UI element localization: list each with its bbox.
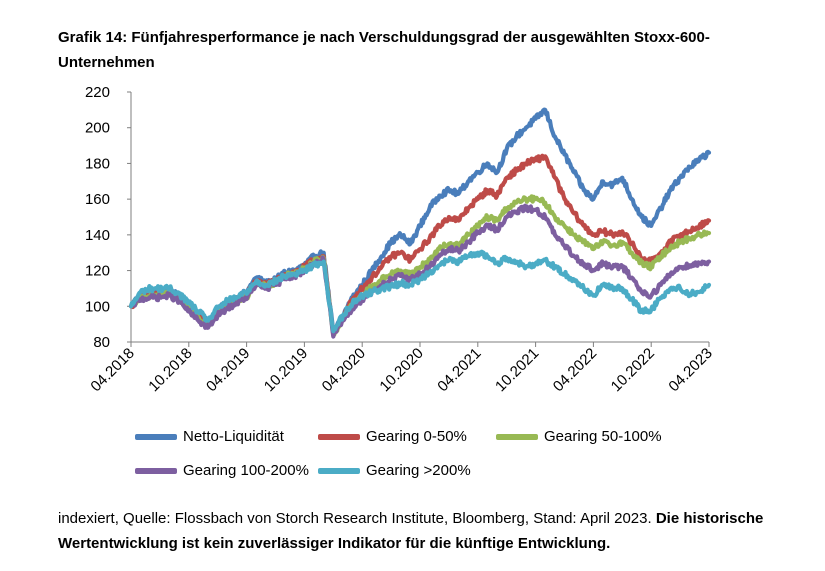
x-tick-label: 04.2021 [434,345,484,395]
y-tick-label: 180 [85,155,110,172]
series-line-3 [128,203,712,339]
legend-swatch [318,433,360,440]
x-tick-label: 10.2020 [376,345,426,395]
x-tick-label: 10.2018 [145,345,195,395]
x-tick-label: 10.2019 [261,345,311,395]
legend-item-netto-liquiditaet: Netto-Liquidität [135,428,284,445]
y-tick-label: 140 [85,227,110,244]
series-line-4 [128,249,712,334]
y-tick-label: 100 [85,298,110,315]
series-line-0 [128,107,712,336]
legend-label: Gearing >200% [366,462,471,479]
disclaimer: Die historische Wertentwicklung ist kein… [58,510,764,552]
source-note: indexiert, Quelle: Flossbach von Storch … [58,510,652,527]
legend-swatch [135,433,177,440]
legend-swatch [318,467,360,474]
y-tick-label: 220 [85,84,110,101]
chart-title: Grafik 14: Fünfjahresperformance je nach… [58,29,710,71]
y-tick-label: 160 [85,191,110,208]
legend-label: Gearing 100-200% [183,462,309,479]
x-tick-label: 04.2019 [203,345,253,395]
legend-swatch [135,467,177,474]
legend-item-gearing-50-100: Gearing 50-100% [496,428,662,445]
x-tick-label: 04.2022 [550,345,600,395]
chart-footer: indexiert, Quelle: Flossbach von Storch … [58,506,798,556]
y-tick-label: 200 [85,120,110,137]
x-tick-label: 04.2023 [665,345,715,395]
y-tick-label: 80 [93,334,110,351]
y-tick-label: 120 [85,263,110,280]
legend-swatch [496,433,538,440]
legend-label: Gearing 50-100% [544,428,662,445]
x-tick-label: 10.2021 [492,345,542,395]
x-tick-label: 10.2022 [608,345,658,395]
x-tick-label: 04.2020 [319,345,369,395]
legend-item-gearing-over-200: Gearing >200% [318,462,471,479]
chart-series [128,107,712,339]
legend-label: Gearing 0-50% [366,428,467,445]
legend-item-gearing-0-50: Gearing 0-50% [318,428,467,445]
x-tick-label: 04.2018 [87,345,137,395]
legend-label: Netto-Liquidität [183,428,284,445]
legend-item-gearing-100-200: Gearing 100-200% [135,462,309,479]
